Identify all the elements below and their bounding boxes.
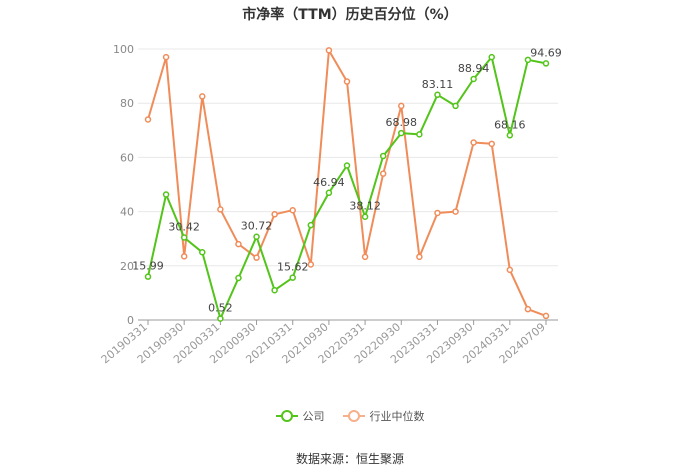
y-tick-label: 40 <box>120 206 134 219</box>
data-label: 38.12 <box>349 200 381 213</box>
series-company-point <box>434 91 441 99</box>
data-label: 30.72 <box>241 220 273 233</box>
series-industry-median-point <box>235 240 242 248</box>
series-company-point <box>162 191 170 198</box>
series-industry-median-point <box>144 116 152 123</box>
series-company-point <box>271 286 278 294</box>
series-industry-median-point <box>506 266 514 274</box>
grid-lines <box>138 48 558 267</box>
series-industry-median-point <box>470 139 477 146</box>
data-label: 88.94 <box>458 62 490 75</box>
series-company-point <box>180 234 188 241</box>
series-industry-median-point <box>488 140 495 148</box>
series-industry-median-point <box>289 206 296 214</box>
series-industry-median-point <box>325 47 333 54</box>
series-industry-median-point <box>253 254 260 261</box>
series-company-line <box>147 56 547 320</box>
series-company-point <box>398 129 405 137</box>
data-label: 0.52 <box>208 302 233 315</box>
data-label: 68.16 <box>494 118 526 131</box>
series-company-point <box>542 60 550 67</box>
series-company-point <box>144 273 152 280</box>
legend-label-industry-median: 行业中位数 <box>369 410 425 423</box>
chart-title: 市净率（TTM）历史百分位（%） <box>242 7 458 23</box>
y-tick-label: 100 <box>113 43 134 56</box>
series-company-point <box>506 132 514 139</box>
series-company-point <box>289 274 296 281</box>
y-tick-label: 80 <box>120 97 134 110</box>
data-label: 94.69 <box>530 46 562 59</box>
series-industry-median-point <box>162 53 170 61</box>
legend-swatch-company <box>275 410 298 422</box>
series-industry-median-point <box>199 93 206 100</box>
series-industry-median-point <box>307 261 315 268</box>
series-company-point <box>470 75 477 83</box>
series-company-point <box>199 249 206 256</box>
series-company-point <box>217 315 224 322</box>
source-note: 数据来源：恒生聚源 <box>295 452 404 466</box>
series-company-point <box>452 102 459 110</box>
series-industry-median-point <box>343 78 351 85</box>
series-company-point <box>416 131 423 138</box>
data-label: 15.99 <box>132 260 164 273</box>
series-industry-median-point <box>361 253 369 261</box>
series-industry-median-point <box>398 102 405 110</box>
y-tick-label: 60 <box>120 151 134 164</box>
series-company <box>144 53 550 322</box>
series-industry-median-point <box>452 208 459 215</box>
series-industry-median-point <box>524 305 532 313</box>
series-company-point <box>361 213 369 220</box>
series-company-point <box>343 162 351 169</box>
series-company-point <box>307 221 315 229</box>
series-company-point <box>325 189 333 197</box>
series-industry-median-point <box>542 312 550 320</box>
series-industry-median-point <box>271 211 278 218</box>
data-labels: 15.99 30.42 0.52 30.72 15.62 46.94 38.12 68.98 8… <box>132 46 562 314</box>
series-industry-median-point <box>434 209 441 217</box>
legend-swatch-industry-median <box>342 410 365 422</box>
data-label: 46.94 <box>313 176 345 189</box>
data-label: 30.42 <box>168 221 200 234</box>
series-industry-median-point <box>217 206 224 213</box>
legend-label-company: 公司 <box>302 410 325 423</box>
series-industry-median <box>144 47 550 320</box>
y-tick-label: 0 <box>127 314 134 327</box>
data-label: 68.98 <box>386 116 418 129</box>
legend-item-company[interactable]: 公司 <box>275 408 325 424</box>
data-label: 83.11 <box>422 78 454 91</box>
series-company-point <box>524 56 532 64</box>
series-industry-median-point <box>416 253 423 261</box>
legend: 公司 行业中位数 <box>0 408 700 424</box>
series-company-point <box>488 53 495 61</box>
series-company-point <box>379 152 387 160</box>
data-label: 15.62 <box>277 261 309 274</box>
series-industry-median-point <box>180 253 188 260</box>
series-layer <box>144 47 550 322</box>
series-company-point <box>253 233 260 240</box>
series-industry-median-line <box>147 49 547 317</box>
series-industry-median-point <box>379 170 387 177</box>
legend-item-industry-median[interactable]: 行业中位数 <box>342 408 425 424</box>
series-company-point <box>235 274 242 282</box>
axes: 0204060801002019033120190930202003312020… <box>99 43 558 366</box>
y-tick-label: 20 <box>120 260 134 273</box>
